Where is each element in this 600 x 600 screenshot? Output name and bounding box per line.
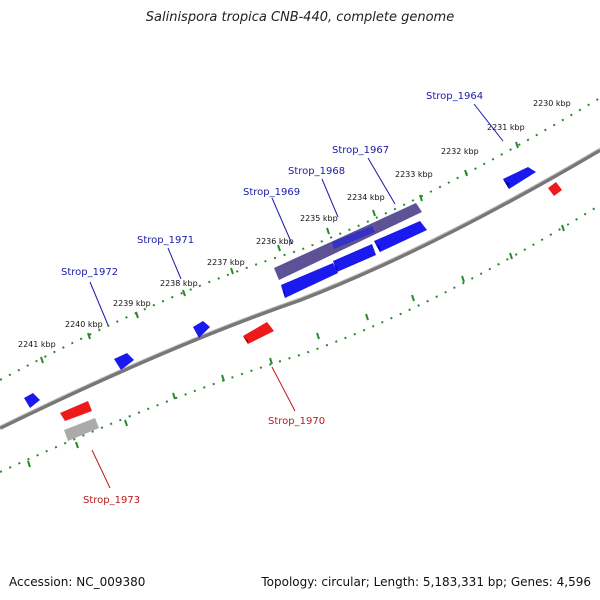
genome-stats: Topology: circular; Length: 5,183,331 bp…	[261, 575, 591, 589]
forward-major-ticks	[40, 141, 519, 364]
gene-pseudo[interactable]	[64, 418, 99, 441]
accession-label: Accession: NC_009380	[9, 575, 146, 589]
gene-reverse-right[interactable]	[548, 182, 562, 196]
gene-strop-1971[interactable]	[193, 321, 210, 338]
kbp-label: 2239 kbp	[113, 299, 151, 308]
gene-strop-1973[interactable]	[60, 401, 92, 421]
kbp-label: 2237 kbp	[207, 258, 245, 267]
kbp-label: 2235 kbp	[300, 214, 338, 223]
gene-label-1964[interactable]: Strop_1964	[426, 91, 483, 102]
forward-leaders	[89, 103, 504, 326]
kbp-label: 2238 kbp	[160, 279, 198, 288]
gene-label-1968[interactable]: Strop_1968	[288, 166, 345, 177]
gene-label-1972[interactable]: Strop_1972	[61, 267, 118, 278]
kbp-label: 2234 kbp	[347, 193, 385, 202]
kbp-label: 2236 kbp	[256, 237, 294, 246]
gene-label-1971[interactable]: Strop_1971	[137, 235, 194, 246]
kbp-label: 2240 kbp	[65, 320, 103, 329]
gene-selected-region[interactable]	[274, 203, 422, 280]
gene-strop-1970[interactable]	[243, 322, 274, 344]
gene-strop-1969[interactable]	[281, 263, 338, 298]
kbp-label: 2231 kbp	[487, 123, 525, 132]
gene-strop-1967[interactable]	[374, 221, 427, 252]
map-title: Salinispora tropica CNB-440, complete ge…	[145, 10, 455, 25]
kbp-label: 2230 kbp	[533, 99, 571, 108]
reverse-major-ticks	[27, 224, 565, 468]
kbp-label: 2241 kbp	[18, 340, 56, 349]
reverse-ruler	[0, 204, 600, 473]
gene-forward-left[interactable]	[24, 393, 40, 408]
genome-backbone	[0, 148, 600, 430]
reverse-leaders	[91, 366, 296, 489]
kbp-label: 2232 kbp	[441, 147, 479, 156]
gene-label-1967[interactable]: Strop_1967	[332, 145, 389, 156]
kbp-label: 2233 kbp	[395, 170, 433, 179]
gene-label-1970[interactable]: Strop_1970	[268, 416, 325, 427]
gene-label-1973[interactable]: Strop_1973	[83, 495, 140, 506]
gene-strop-1972[interactable]	[114, 353, 134, 370]
gene-strop-1964[interactable]	[503, 167, 536, 189]
gene-label-1969[interactable]: Strop_1969	[243, 187, 300, 198]
